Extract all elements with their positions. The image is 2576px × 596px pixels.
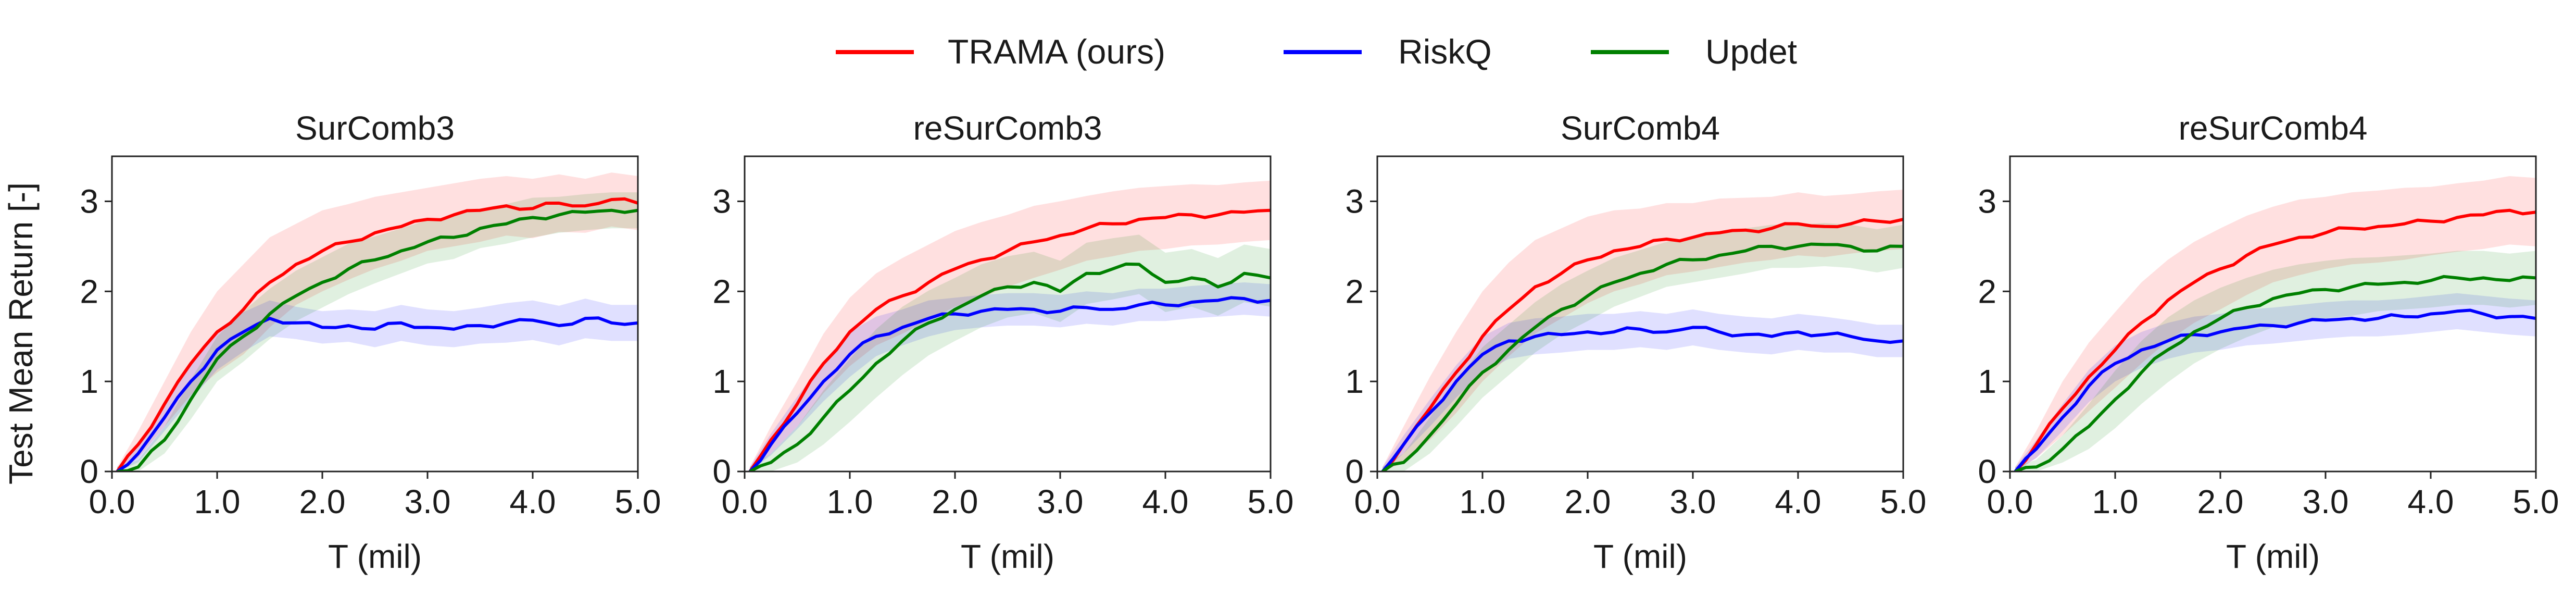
band-updet: [750, 234, 1271, 471]
band-trama-ours: [750, 180, 1271, 471]
band-updet: [117, 192, 638, 471]
panel-title: reSurComb3: [913, 109, 1102, 147]
x-tick-label: 0.0: [1354, 483, 1401, 520]
axes-frame: [744, 155, 1272, 473]
x-tick-label: 5.0: [1880, 483, 1927, 520]
panel-title: SurComb3: [295, 109, 455, 147]
y-tick-label: 0: [1345, 453, 1364, 490]
y-axis-label: Test Mean Return [-]: [2, 182, 40, 485]
band-trama-ours: [1383, 190, 1903, 471]
x-tick-label: 3.0: [1670, 483, 1716, 520]
y-tick-label: 3: [1345, 182, 1364, 220]
panel-title: SurComb4: [1561, 109, 1720, 147]
series-line-riskq: [1381, 326, 1903, 471]
series-line-trama-ours: [748, 208, 1271, 471]
x-tick-label: 2.0: [932, 483, 978, 520]
band-riskq: [117, 299, 638, 471]
x-tick-label: 0.0: [89, 483, 135, 520]
x-tick-label: 1.0: [827, 483, 873, 520]
band-riskq: [750, 282, 1271, 471]
series-line-trama-ours: [116, 197, 638, 471]
x-tick-label: 4.0: [510, 483, 556, 520]
panel-surcomb3: SurComb3 0.0 1.0 2.0 3.0 4.0 5.0 0 1 2 3 T (mil): [80, 109, 661, 575]
series-line-updet: [1381, 242, 1903, 471]
x-tick-label: 5.0: [1248, 483, 1294, 520]
plot-area: [2014, 176, 2536, 471]
series-line-riskq: [748, 296, 1271, 471]
series-line-riskq: [2014, 308, 2536, 471]
y-tick-label: 2: [712, 272, 731, 310]
y-tick-label: 0: [1978, 453, 1996, 490]
series-line-riskq: [116, 316, 638, 471]
axes-frame: [2009, 155, 2537, 473]
legend-entry-updet: Updet: [1591, 32, 1797, 71]
x-tick-label: 3.0: [2303, 483, 2349, 520]
series-line-trama-ours: [2014, 208, 2536, 471]
plot-area: [1381, 190, 1903, 471]
y-tick-label: 3: [80, 182, 98, 220]
series-line-updet: [749, 262, 1271, 471]
panel-resurcomb3: reSurComb3 0.0 1.0 2.0 3.0 4.0 5.0 0 1 2 3 T (mil): [712, 109, 1293, 575]
legend: TRAMA (ours) RiskQ Updet: [836, 32, 1797, 71]
x-tick-label: 3.0: [405, 483, 451, 520]
band-riskq: [1383, 309, 1903, 471]
panel-surcomb4: SurComb4 0.0 1.0 2.0 3.0 4.0 5.0 0 1 2 3 T (mil): [1345, 109, 1926, 575]
y-tick-label: 0: [712, 453, 731, 490]
y-tick-label: 1: [1978, 363, 1996, 400]
x-tick-label: 2.0: [2197, 483, 2244, 520]
x-tick-label: 1.0: [194, 483, 241, 520]
y-tick-label: 1: [1345, 363, 1364, 400]
x-tick-label: 3.0: [1037, 483, 1084, 520]
y-tick-label: 1: [712, 363, 731, 400]
band-updet: [2015, 251, 2536, 471]
x-tick-label: 2.0: [1565, 483, 1611, 520]
panel-resurcomb4: reSurComb4 0.0 1.0 2.0 3.0 4.0 5.0 0 1 2 3 T (mil): [1978, 109, 2559, 575]
x-tick-label: 1.0: [2092, 483, 2139, 520]
legend-label: Updet: [1705, 32, 1797, 71]
plot-area: [748, 180, 1271, 471]
x-tick-label: 5.0: [2513, 483, 2559, 520]
series-line-updet: [2015, 275, 2536, 471]
x-tick-label: 4.0: [1142, 483, 1189, 520]
axes-frame: [1376, 155, 1904, 473]
x-tick-label: 0.0: [1987, 483, 2033, 520]
x-axis-label: T (mil): [2226, 538, 2320, 575]
legend-label: RiskQ: [1398, 32, 1492, 71]
x-tick-label: 0.0: [722, 483, 768, 520]
x-tick-label: 4.0: [1775, 483, 1821, 520]
x-tick-label: 1.0: [1460, 483, 1506, 520]
y-tick-label: 0: [80, 453, 98, 490]
plot-area: [116, 172, 638, 471]
x-axis-label: T (mil): [961, 538, 1054, 575]
x-axis-label: T (mil): [1593, 538, 1687, 575]
y-tick-label: 2: [1345, 272, 1364, 310]
y-tick-label: 1: [80, 363, 98, 400]
x-tick-label: 4.0: [2408, 483, 2454, 520]
legend-entry-trama-ours: TRAMA (ours): [836, 32, 1165, 71]
panel-title: reSurComb4: [2179, 109, 2368, 147]
y-tick-label: 3: [1978, 182, 1996, 220]
x-axis-label: T (mil): [328, 538, 422, 575]
band-trama-ours: [2015, 176, 2536, 471]
axes-frame: [111, 155, 639, 473]
x-tick-label: 2.0: [299, 483, 346, 520]
y-tick-label: 2: [80, 272, 98, 310]
x-tick-label: 5.0: [615, 483, 661, 520]
band-riskq: [2015, 293, 2536, 471]
legend-entry-riskq: RiskQ: [1284, 32, 1492, 71]
legend-label: TRAMA (ours): [948, 32, 1165, 71]
y-tick-label: 2: [1978, 272, 1996, 310]
y-tick-label: 3: [712, 182, 731, 220]
series-line-trama-ours: [1381, 218, 1903, 471]
series-line-updet: [117, 208, 638, 471]
